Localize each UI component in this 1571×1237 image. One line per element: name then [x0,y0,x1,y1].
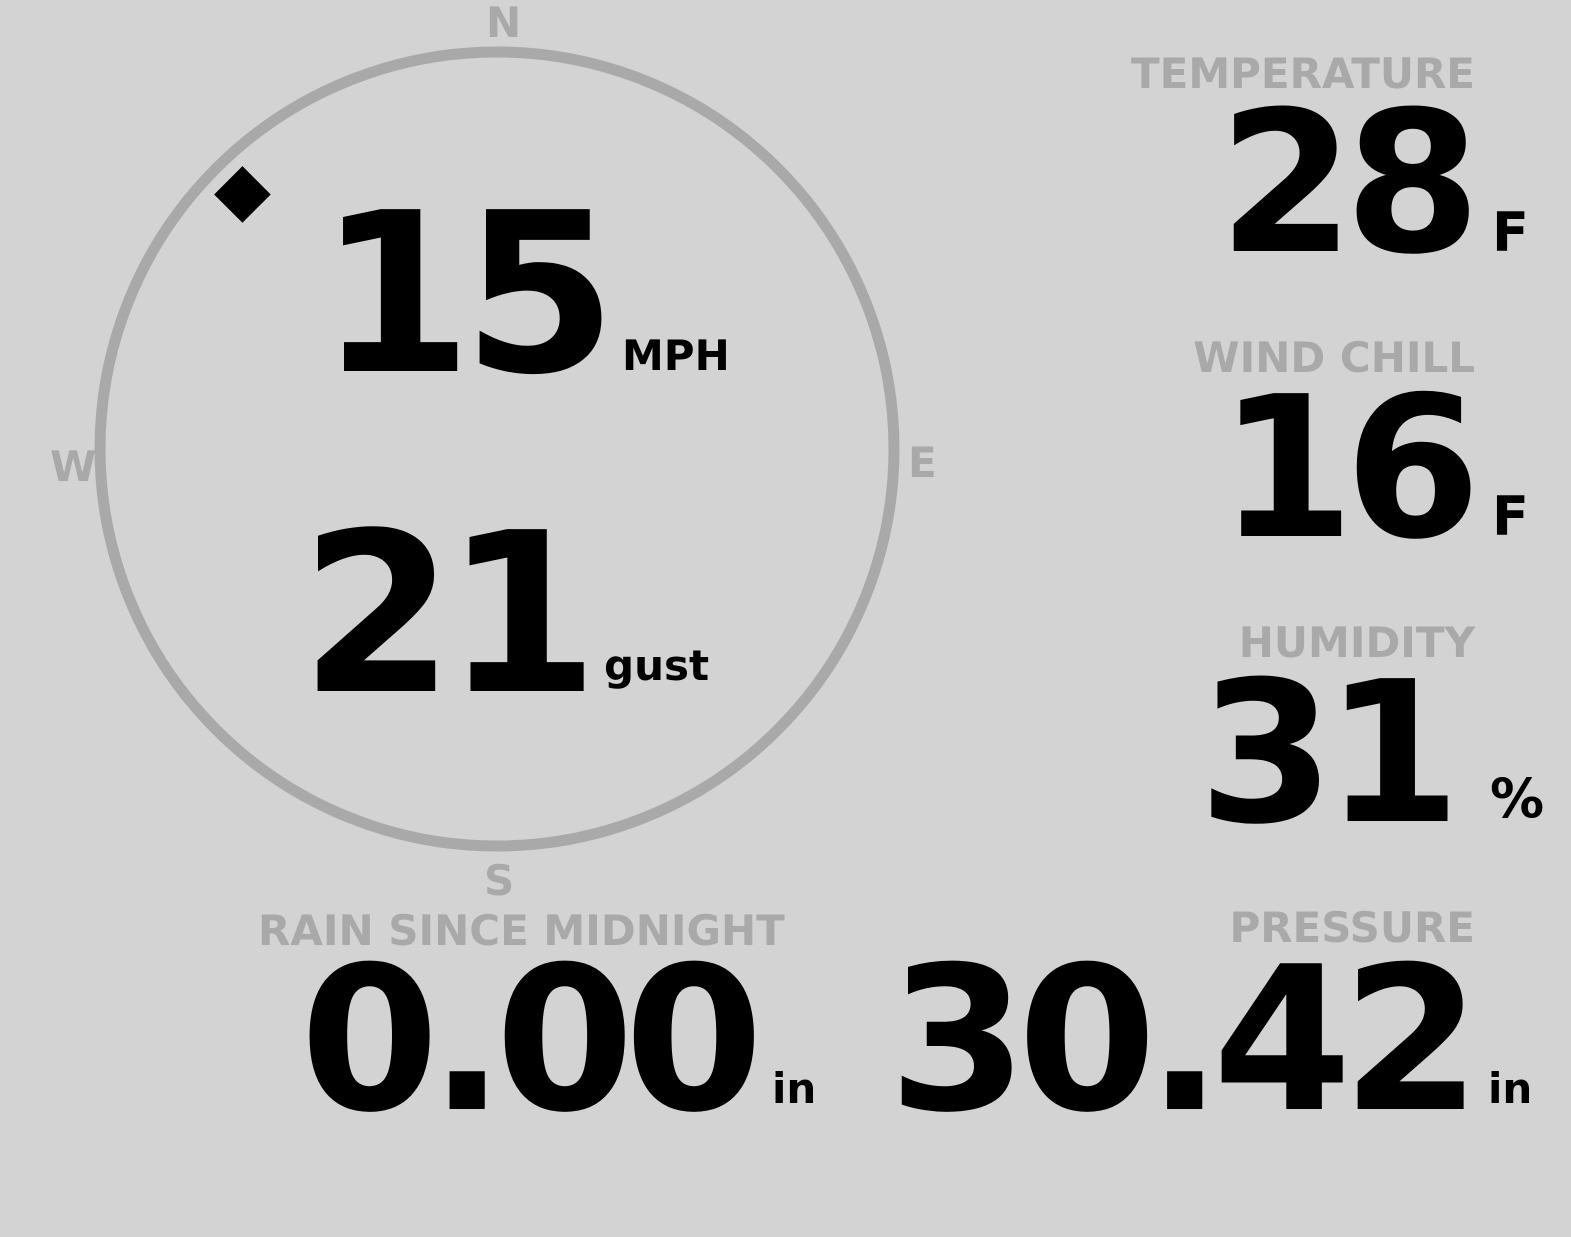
compass-north: N [486,0,522,47]
temperature-unit: F [1492,201,1529,264]
humidity-label: HUMIDITY [1238,618,1475,667]
wind-chill-value: 16 [1218,355,1481,583]
compass-ring [94,46,900,852]
wind-speed-unit: MPH [622,331,730,380]
compass-south: S [484,856,515,905]
rain-label: RAIN SINCE MIDNIGHT [258,906,785,955]
temperature-value: 28 [1218,70,1481,298]
compass-west: W [50,442,97,491]
wind-chill-unit: F [1492,485,1529,548]
wind-speed-value: 15 [318,166,617,424]
rain-value: 0.00 [300,924,763,1157]
compass-circle [94,46,900,852]
pressure-label: PRESSURE [1229,903,1475,952]
wind-gust-unit: gust [604,641,710,690]
wind-gust-value: 21 [300,486,599,744]
pressure-value: 30.42 [888,924,1481,1157]
rain-unit: in [772,1064,817,1113]
wind-chill-label: WIND CHILL [1193,333,1475,382]
compass-east: E [908,438,937,487]
pressure-unit: in [1488,1064,1533,1113]
humidity-unit: % [1490,767,1545,830]
wind-direction-marker [214,166,271,223]
temperature-label: TEMPERATURE [1131,49,1475,98]
humidity-value: 31 [1198,640,1461,868]
